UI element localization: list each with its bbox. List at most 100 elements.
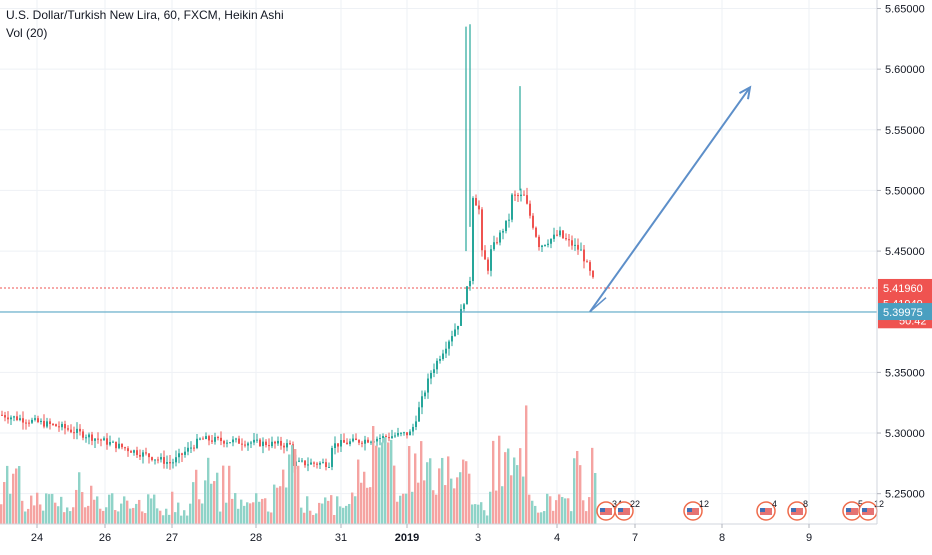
volume-bar <box>447 456 450 524</box>
volume-bar <box>183 510 186 524</box>
volume-bar <box>516 465 519 524</box>
symbol-title: U.S. Dollar/Turkish New Lira, 60, FXCM, … <box>6 8 284 22</box>
volume-bar <box>423 480 426 524</box>
volume-bar <box>75 489 78 524</box>
volume-bar <box>84 507 87 524</box>
volume-bar <box>78 472 81 524</box>
trend-arrow-head <box>738 85 752 100</box>
volume-bar <box>312 514 315 524</box>
candle-body <box>418 407 420 422</box>
volume-bar <box>165 508 168 524</box>
candle-body <box>529 203 531 216</box>
candle-body <box>385 436 387 438</box>
volume-bar <box>336 496 339 524</box>
time-tick-label: 7 <box>632 532 638 544</box>
candle-body <box>37 418 39 422</box>
time-tick-label: 24 <box>31 532 43 544</box>
candle-body <box>517 195 519 197</box>
candle-body <box>16 416 18 420</box>
volume-bar <box>435 494 438 524</box>
candle-body <box>310 462 312 465</box>
candle-body <box>247 443 249 446</box>
volume-bar <box>234 493 237 524</box>
volume-bar <box>63 512 66 524</box>
volume-bar <box>81 492 84 524</box>
candle-body <box>121 443 123 448</box>
volume-bar <box>363 471 366 524</box>
event-count: 34 <box>612 499 622 509</box>
candle-body <box>406 432 408 436</box>
volume-bar <box>549 496 552 524</box>
volume-bar <box>573 458 576 524</box>
volume-bar <box>429 458 432 524</box>
volume-bar <box>324 497 327 524</box>
time-tick-label: 8 <box>719 532 725 544</box>
volume-bar <box>342 507 345 524</box>
candle-body <box>433 369 435 374</box>
volume-bar <box>585 511 588 524</box>
volume-bar <box>309 510 312 524</box>
candle-body <box>196 438 198 449</box>
candle-body <box>193 447 195 449</box>
volume-bar <box>459 472 462 524</box>
candle-body <box>478 205 480 210</box>
volume-bar <box>147 494 150 524</box>
candle-body <box>43 420 45 427</box>
price-tick-label: 5.30000 <box>885 428 925 440</box>
volume-bar <box>15 468 18 524</box>
event-count: 12 <box>699 499 709 509</box>
candle-body <box>28 422 30 424</box>
volume-bar <box>405 493 408 524</box>
volume-bar <box>123 496 126 524</box>
volume-bar <box>30 495 33 524</box>
volume-bar <box>468 473 471 524</box>
price-tick-label: 5.35000 <box>885 367 925 379</box>
volume-bar <box>591 447 594 524</box>
volume-bar <box>210 483 213 524</box>
volume-bar <box>402 493 405 524</box>
candle-body <box>100 439 102 441</box>
volume-bar <box>240 499 243 524</box>
volume-bar <box>108 494 111 524</box>
volume-bar <box>9 493 12 524</box>
volume-bar <box>273 484 276 524</box>
candle-body <box>550 238 552 244</box>
candle-body <box>58 426 60 428</box>
candle-body <box>301 460 303 462</box>
price-tick-label: 5.50000 <box>885 185 925 197</box>
candle-body <box>346 442 348 445</box>
candle-body <box>547 243 549 245</box>
candle-body <box>391 436 393 439</box>
candle-body <box>4 415 6 418</box>
volume-bar <box>564 498 567 524</box>
volume-bar <box>513 457 516 524</box>
volume-bar <box>231 498 234 524</box>
price-tick-label: 5.25000 <box>885 489 925 501</box>
volume-bar <box>582 500 585 524</box>
candle-body <box>505 220 507 232</box>
volume-bar <box>555 500 558 524</box>
candle-body <box>235 438 237 440</box>
volume-bar <box>216 472 219 524</box>
candle-body <box>490 249 492 271</box>
candle-body <box>244 444 246 446</box>
candle-body <box>397 432 399 436</box>
candle-body <box>172 462 174 464</box>
volume-bar <box>120 503 123 524</box>
volume-bar <box>465 461 468 524</box>
candle-body <box>484 250 486 260</box>
volume-bar <box>588 497 591 524</box>
volume-bar <box>255 493 258 524</box>
candle-body <box>307 464 309 466</box>
volume-bar <box>315 513 318 524</box>
volume-bar <box>201 503 204 524</box>
candle-body <box>103 438 105 441</box>
event-flag-icon: 5 <box>842 499 863 521</box>
candle-body <box>421 396 423 408</box>
candle-body <box>265 441 267 446</box>
candle-body <box>451 336 453 342</box>
candle-body <box>592 270 594 278</box>
volume-bar <box>252 502 255 524</box>
